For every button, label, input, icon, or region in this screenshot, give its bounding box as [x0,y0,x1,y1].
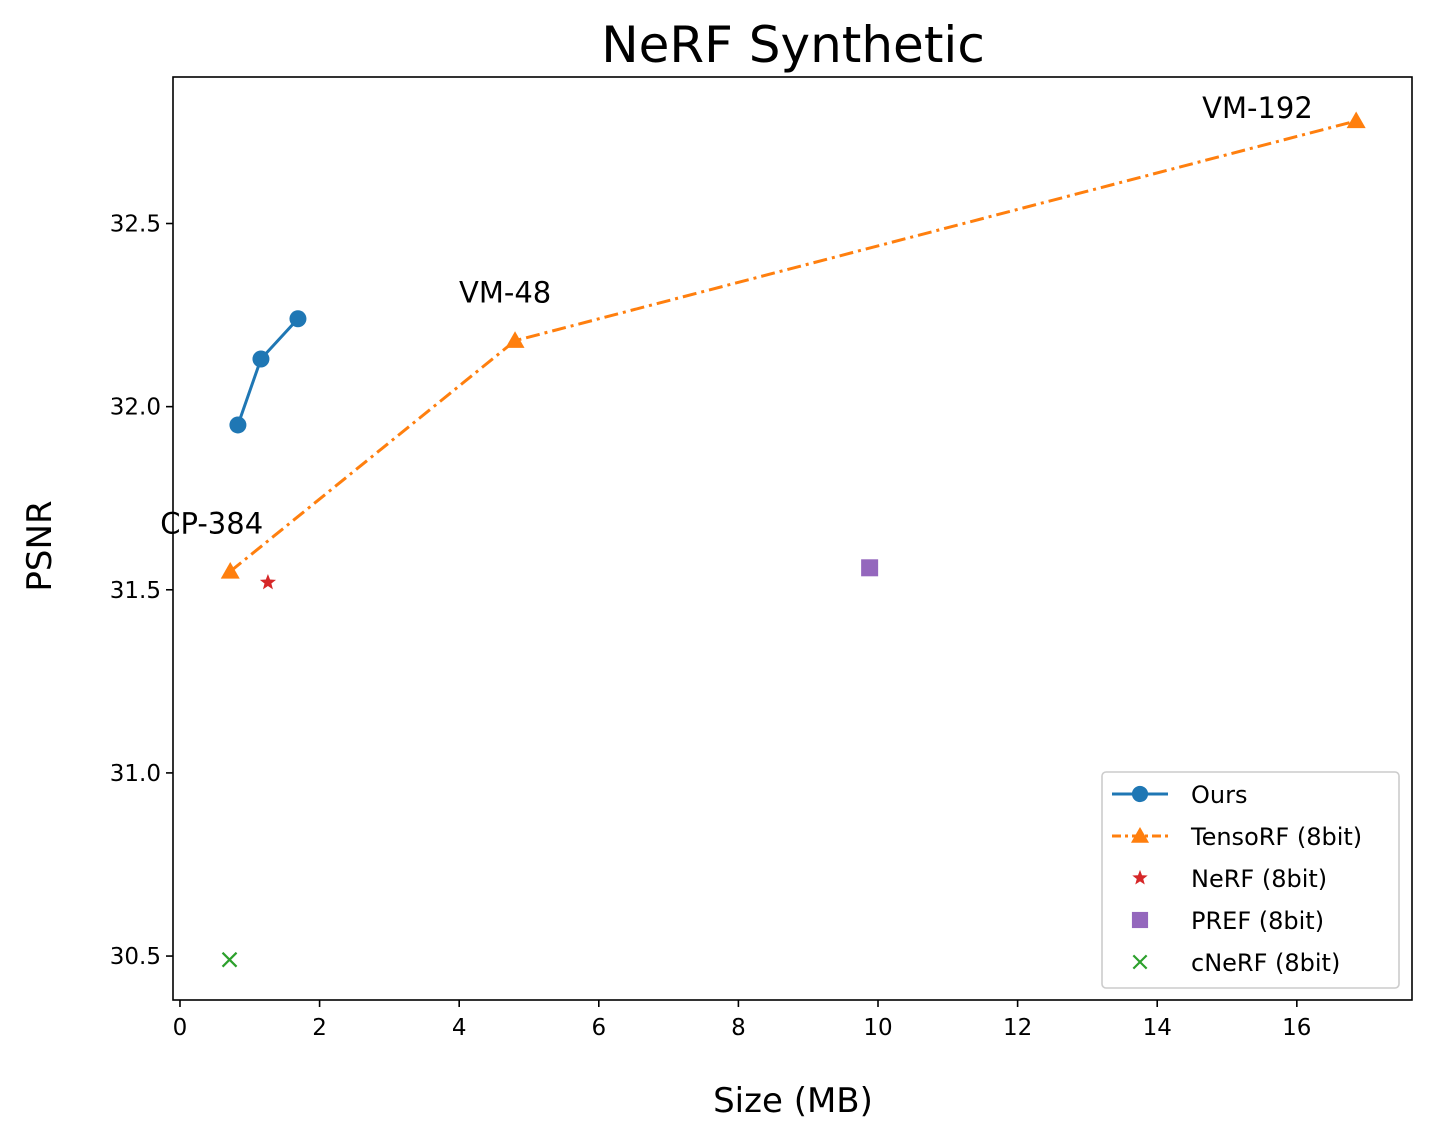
data-point-tensorf-8bit [1346,111,1366,129]
series-cnerf-8bit [221,951,238,968]
y-tick-label: 30.5 [110,944,161,970]
y-axis: 30.5 31.0 31.5 32.0 32.5 [110,212,173,970]
legend-item-tensorf-8bit: TensoRF (8bit) [1112,823,1362,851]
annotation-label: CP-384 [160,506,263,540]
legend-label: NeRF (8bit) [1191,865,1327,893]
y-tick-label: 32.5 [110,212,161,238]
data-point-pref-8bit [861,559,879,577]
series-pref-8bit [861,559,879,577]
legend-item-pref-8bit: PREF (8bit) [1131,907,1324,935]
x-tick-label: 8 [731,1015,746,1041]
legend-marker [1131,785,1149,803]
annotation-label: VM-48 [459,276,551,310]
legend-box [1101,771,1400,989]
data-point-ours [252,350,270,368]
series-tensorf-8bit [220,111,1366,579]
x-tick-label: 2 [312,1015,327,1041]
data-point-cnerf-8bit [221,951,238,968]
legend-label: cNeRF (8bit) [1191,949,1340,977]
data-point-ours [229,416,247,434]
x-tick-label: 12 [1003,1015,1032,1041]
y-tick-label: 31.0 [110,761,161,787]
x-tick-label: 6 [591,1015,606,1041]
legend-label: Ours [1191,781,1247,809]
x-tick-label: 10 [863,1015,892,1041]
y-tick-label: 32.0 [110,395,161,421]
x-tick-label: 16 [1282,1015,1311,1041]
legend-item-cnerf-8bit: cNeRF (8bit) [1132,949,1340,977]
x-marker-stroke [221,951,238,968]
legend-label: PREF (8bit) [1191,907,1324,935]
plot-area: CP-384 VM-48 VM-192 [160,91,1366,968]
legend-marker [1132,954,1148,970]
x-axis-label: Size (MB) [713,1081,873,1121]
legend-item-ours: Ours [1112,781,1247,809]
series-line-tensorf-8bit [229,119,1357,573]
x-tick-label: 14 [1143,1015,1172,1041]
series-nerf-8bit [259,573,277,590]
annotation-label: VM-192 [1202,91,1313,125]
plot-frame [172,76,1413,1001]
y-tick-label: 31.5 [110,578,161,604]
data-point-tensorf-8bit [505,331,525,348]
series-ours [229,310,307,434]
legend-marker [1130,826,1150,843]
legend: Ours TensoRF (8bit) NeRF (8bit) PREF (8bit)… [1101,771,1400,989]
x-tick-label: 4 [452,1015,467,1041]
legend-marker [1131,911,1149,929]
legend-label: TensoRF (8bit) [1190,823,1362,851]
data-point-nerf-8bit [259,573,277,590]
y-axis-label: PSNR [20,500,60,591]
legend-item-nerf-8bit: NeRF (8bit) [1132,865,1327,893]
chart-title: NeRF Synthetic [601,16,985,74]
data-point-ours [289,310,307,328]
x-axis: 0 2 4 6 8 10 12 14 16 [173,1000,1311,1041]
data-point-tensorf-8bit [220,561,240,579]
legend-marker [1132,869,1148,885]
x-marker-stroke [1132,954,1148,970]
x-tick-label: 0 [173,1015,188,1041]
